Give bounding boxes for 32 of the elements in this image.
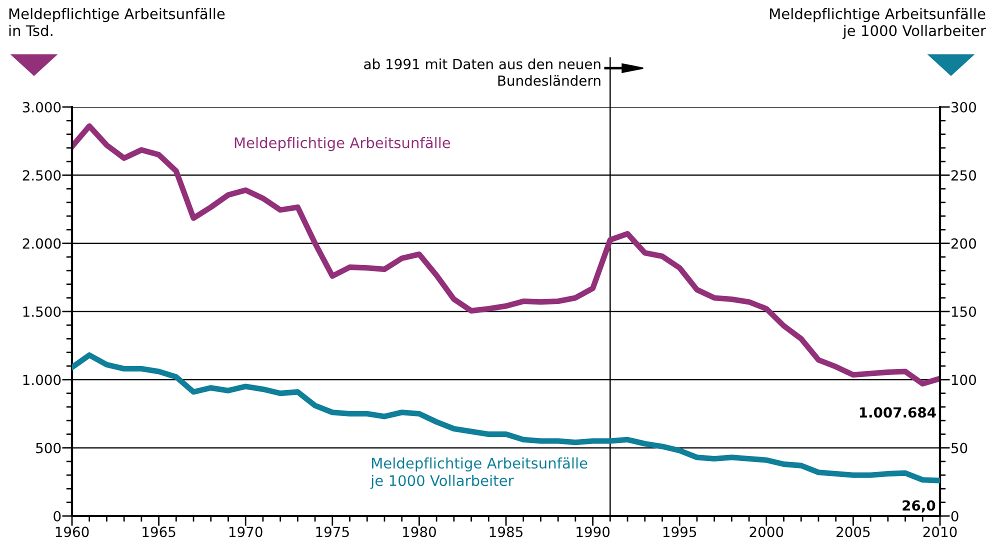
y-tick-label: 3.000 xyxy=(22,102,61,112)
y2-tick-label: 0 xyxy=(951,510,958,522)
y2-tick-label: 250 xyxy=(951,170,976,181)
x-tick-label: 1970 xyxy=(229,526,262,538)
y2-tick-label: 150 xyxy=(952,306,976,317)
y-tick-label: 1.500 xyxy=(23,306,61,317)
series-label: Meldepflichtige Arbeitsunfälle je 1000 Vollarbeiter xyxy=(370,457,588,489)
y-tick-label: 1.000 xyxy=(23,374,61,386)
x-tick-label: 1975 xyxy=(316,526,349,538)
y2-tick-label: 200 xyxy=(951,238,976,249)
x-tick-label: 2005 xyxy=(836,526,870,538)
text: Meldepflichtige Arbeitsunfälle xyxy=(234,136,450,152)
y-tick-label: 2.000 xyxy=(22,238,61,249)
x-tick-label: 2010 xyxy=(923,526,957,538)
x-tick-label: 1965 xyxy=(142,526,176,538)
data-label: 26,0 xyxy=(902,500,936,513)
y-tick-label: 0 xyxy=(54,510,61,522)
y2-tick-label: 50 xyxy=(951,442,968,454)
y-axis-title: Meldepflichtige Arbeitsunfälle in Tsd. xyxy=(9,8,225,36)
x-tick-label: 1985 xyxy=(490,526,522,538)
y2-tick-label: 300 xyxy=(951,102,976,112)
x-tick-label: 1980 xyxy=(403,526,436,538)
y-tick-label: 2.500 xyxy=(22,170,61,181)
y-tick-label: 500 xyxy=(36,442,61,454)
x-tick-label: 1995 xyxy=(663,526,696,538)
ref-line-label: ab 1991 mit Daten aus den neuen Bundesländern xyxy=(364,58,600,86)
annotation: 1.007.684 xyxy=(860,407,936,418)
y2-axis-title: Meldepflichtige Arbeitsunfälle je 1000 Vollarbeiter xyxy=(770,8,986,39)
x-tick-label: 1990 xyxy=(576,526,610,538)
x-tick-label: 2000 xyxy=(750,526,784,538)
y2-tick-label: 100 xyxy=(952,374,976,386)
x-tick-label: 1960 xyxy=(56,526,89,538)
